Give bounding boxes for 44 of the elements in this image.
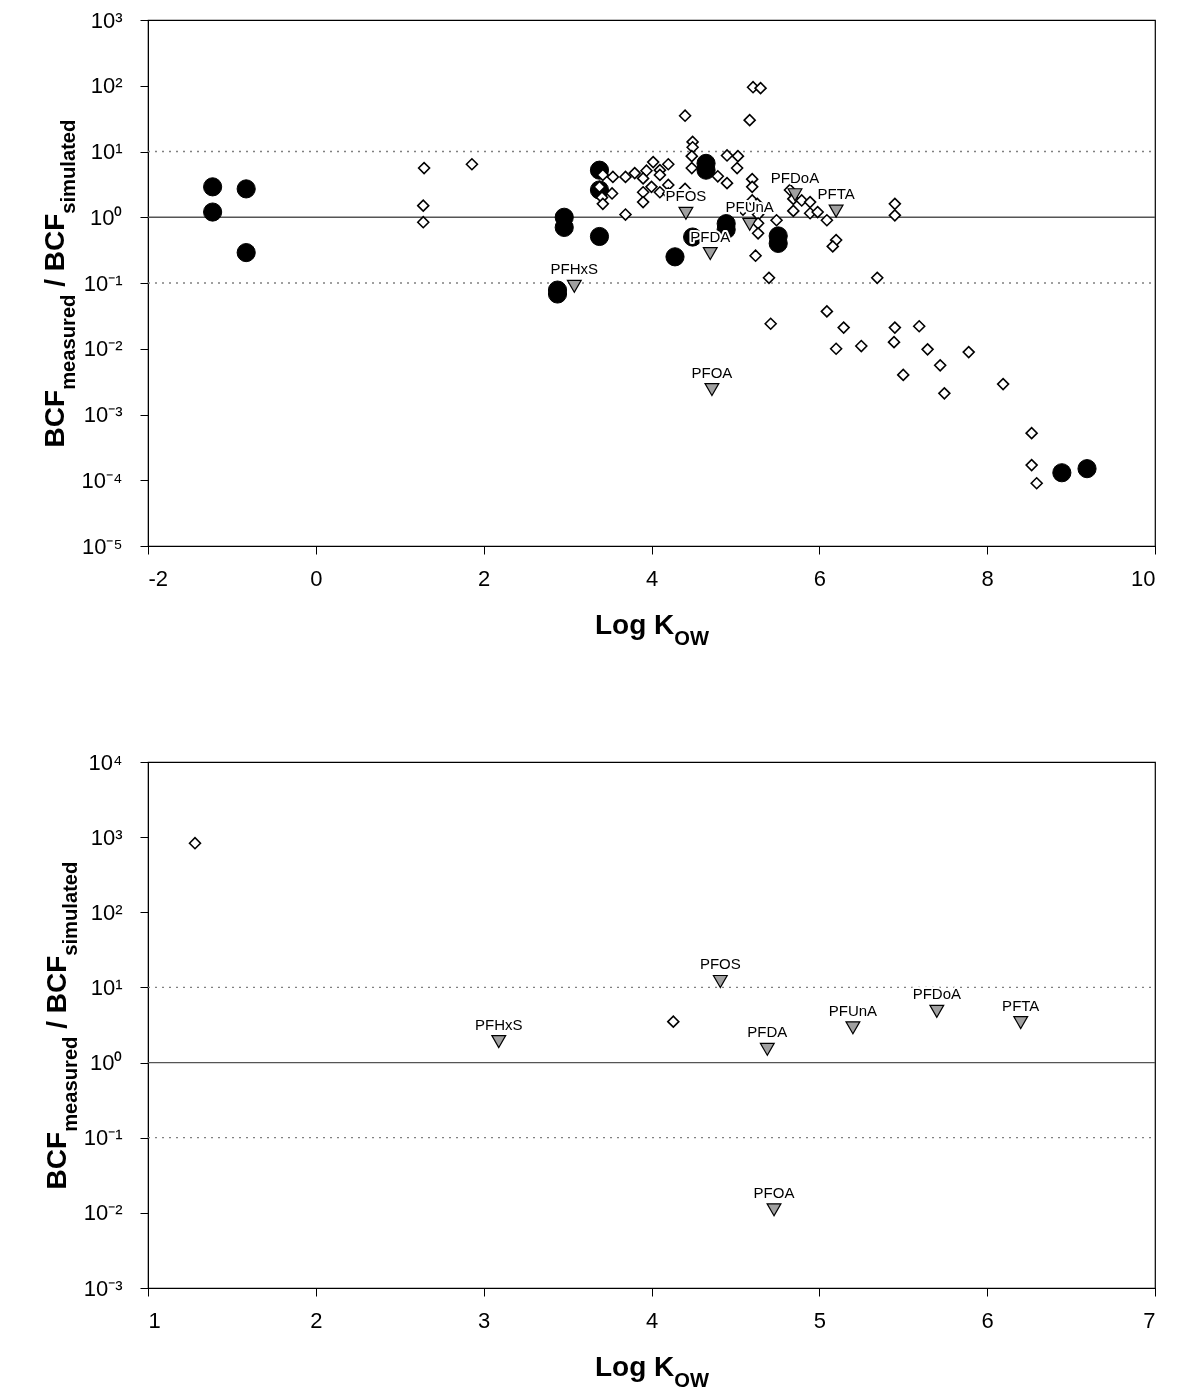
annotation: PFDoA	[770, 168, 820, 186]
annotation: PFOA	[753, 1183, 795, 1201]
x-tick-label: 2	[478, 565, 491, 591]
y-tick-label: 10³	[90, 7, 123, 33]
y-tick-label: 10⁻⁴	[81, 467, 123, 493]
y-tick-label: 10⁻¹	[83, 1125, 123, 1151]
y-tick-label: 10²	[90, 899, 123, 925]
x-tick-label: 3	[478, 1307, 491, 1333]
x-tick-label: 6	[813, 565, 826, 591]
y-tick-label: 10⁻⁵	[81, 533, 123, 559]
y-tick-label: 10⁰	[90, 204, 123, 230]
annotation: PFTA	[817, 185, 855, 203]
y-tick-label: 10⁻¹	[83, 270, 123, 296]
x-tick-label: 8	[981, 565, 994, 591]
annotation: PFHxS	[550, 260, 599, 278]
x-tick-label: 7	[1143, 1307, 1156, 1333]
y-tick-label: 10³	[90, 824, 123, 850]
annotation: PFDA	[747, 1023, 788, 1041]
y-tick-label: 10⁻²	[83, 336, 123, 362]
y-tick-label: 10⁰	[90, 1050, 123, 1076]
annotation: PFTA	[1002, 996, 1040, 1014]
y-tick-label: 10⁴	[88, 749, 123, 775]
x-tick-label: -2	[148, 565, 169, 591]
y-tick-label: 10⁻³	[83, 402, 123, 427]
x-tick-label: 10	[1131, 565, 1156, 591]
x-axis-title: Log K$_{OW}$	[594, 608, 710, 649]
x-tick-label: 0	[310, 565, 323, 591]
annotation: PFOS	[699, 955, 741, 973]
y-tick-label: 10⁻³	[83, 1275, 123, 1301]
y-tick-label: 10⁻²	[83, 1200, 123, 1226]
y-tick-label: 10¹	[90, 974, 123, 1000]
y-tick-label: 10²	[90, 73, 123, 99]
annotation: PFDoA	[912, 985, 961, 1003]
y-tick-label: 10¹	[90, 139, 123, 164]
x-tick-label: 4	[645, 565, 659, 591]
x-tick-label: 2	[310, 1307, 323, 1333]
annotation: PFUnA	[828, 1001, 878, 1019]
x-tick-label: 1	[148, 1307, 161, 1333]
x-axis-title: Log K$_{OW}$	[594, 1350, 710, 1391]
x-tick-label: 4	[645, 1307, 659, 1333]
annotation: PFHxS	[475, 1015, 523, 1033]
x-tick-label: 5	[813, 1307, 826, 1333]
x-tick-label: 6	[981, 1307, 994, 1333]
annotation: PFOA	[691, 363, 733, 381]
